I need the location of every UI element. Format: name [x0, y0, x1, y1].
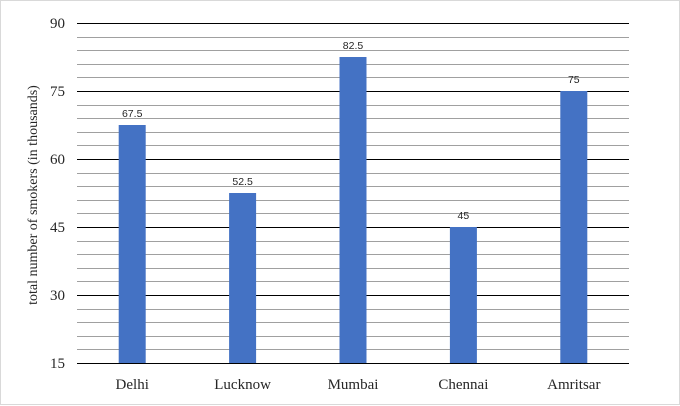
data-label-amritsar: 75 — [568, 74, 580, 86]
y-tick-label: 90 — [50, 16, 65, 32]
y-tick-label: 75 — [50, 84, 65, 100]
bar-mumbai — [339, 57, 367, 363]
bar-delhi — [118, 125, 146, 363]
data-label-delhi: 67.5 — [122, 108, 143, 120]
y-tick-label: 60 — [50, 152, 65, 168]
data-label-mumbai: 82.5 — [343, 40, 364, 52]
y-axis-tick-labels: 15 30 45 60 75 90 — [50, 16, 65, 372]
y-tick-label: 15 — [50, 356, 65, 372]
data-label-lucknow: 52.5 — [232, 176, 253, 188]
x-tick-label-lucknow: Lucknow — [214, 377, 271, 393]
bar-chennai — [449, 227, 477, 363]
y-tick-label: 45 — [50, 220, 65, 236]
y-tick-label: 30 — [50, 288, 65, 304]
bars — [118, 57, 588, 363]
x-axis-tick-labels: Delhi Lucknow Mumbai Chennai Amritsar — [116, 377, 601, 393]
bar-amritsar — [560, 91, 588, 363]
data-label-chennai: 45 — [458, 210, 470, 222]
bar-lucknow — [229, 193, 257, 363]
x-tick-label-delhi: Delhi — [116, 377, 149, 393]
data-labels: 67.5 52.5 82.5 45 75 — [122, 40, 580, 222]
y-axis-label: total number of smokers (in thousands) — [26, 85, 41, 305]
x-tick-label-mumbai: Mumbai — [328, 377, 379, 393]
x-tick-label-chennai: Chennai — [438, 377, 488, 393]
x-tick-label-amritsar: Amritsar — [547, 377, 600, 393]
